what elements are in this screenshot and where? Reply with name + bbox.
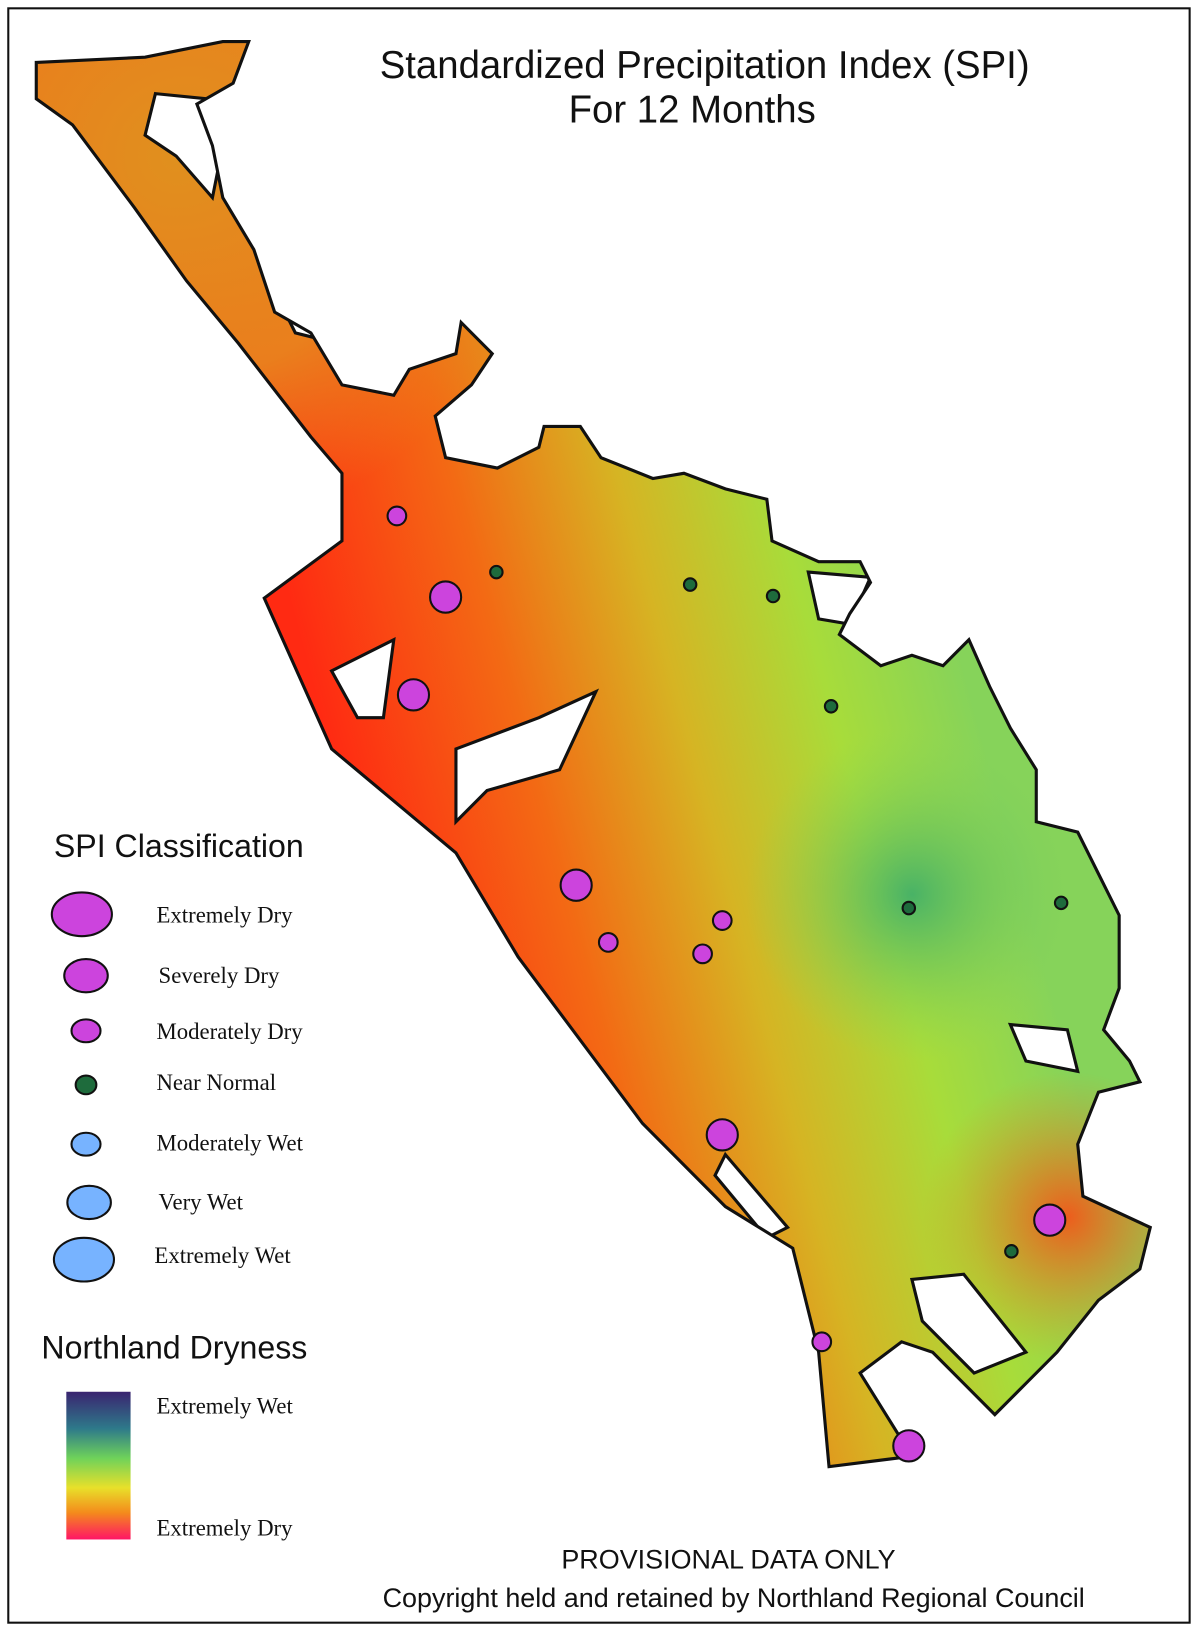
stations xyxy=(386,505,1069,1463)
harbour xyxy=(454,688,600,826)
legend-label: Moderately Wet xyxy=(156,1130,303,1155)
legend-symbol xyxy=(50,891,113,938)
title-line: Standardized Precipitation Index (SPI) xyxy=(380,44,1030,87)
station xyxy=(489,564,504,580)
legend-label: Severely Dry xyxy=(159,963,280,988)
station xyxy=(765,588,781,604)
station xyxy=(429,580,463,614)
legend-symbol xyxy=(74,1074,98,1096)
legend-label: Near Normal xyxy=(156,1070,276,1095)
title-line: For 12 Months xyxy=(569,89,816,132)
station xyxy=(386,505,408,527)
station xyxy=(1004,1244,1019,1259)
legend-label: Very Wet xyxy=(159,1190,244,1215)
legend-label: Extremely Wet xyxy=(154,1243,291,1268)
legend-symbol xyxy=(63,958,109,994)
station xyxy=(901,900,917,916)
legend-symbol xyxy=(66,1184,112,1221)
legend-symbol xyxy=(70,1018,102,1044)
legend-label: Moderately Dry xyxy=(156,1019,303,1044)
station xyxy=(682,577,698,592)
station xyxy=(823,699,839,714)
station xyxy=(705,1118,739,1152)
footer-note: Copyright held and retained by Northland… xyxy=(383,1583,1085,1613)
footer-note: PROVISIONAL DATA ONLY xyxy=(561,1545,895,1575)
harbour xyxy=(329,636,396,720)
station xyxy=(1033,1203,1067,1237)
color-bar xyxy=(66,1391,131,1540)
legend-title: SPI Classification xyxy=(54,828,304,864)
station xyxy=(811,1331,833,1353)
harbour xyxy=(909,1272,1029,1375)
station xyxy=(396,678,431,712)
station xyxy=(597,932,619,953)
station xyxy=(692,943,713,965)
legend-title: Northland Dryness xyxy=(41,1329,307,1365)
legend-symbol xyxy=(52,1236,116,1283)
station xyxy=(892,1429,926,1463)
harbour xyxy=(1007,1022,1080,1074)
color-bar-label: Extremely Dry xyxy=(156,1515,293,1540)
color-bar-label: Extremely Wet xyxy=(156,1394,293,1419)
station xyxy=(559,868,593,902)
legend-symbol xyxy=(70,1131,102,1157)
station xyxy=(711,910,733,931)
legend-label: Extremely Dry xyxy=(156,903,293,928)
station xyxy=(1053,895,1069,911)
